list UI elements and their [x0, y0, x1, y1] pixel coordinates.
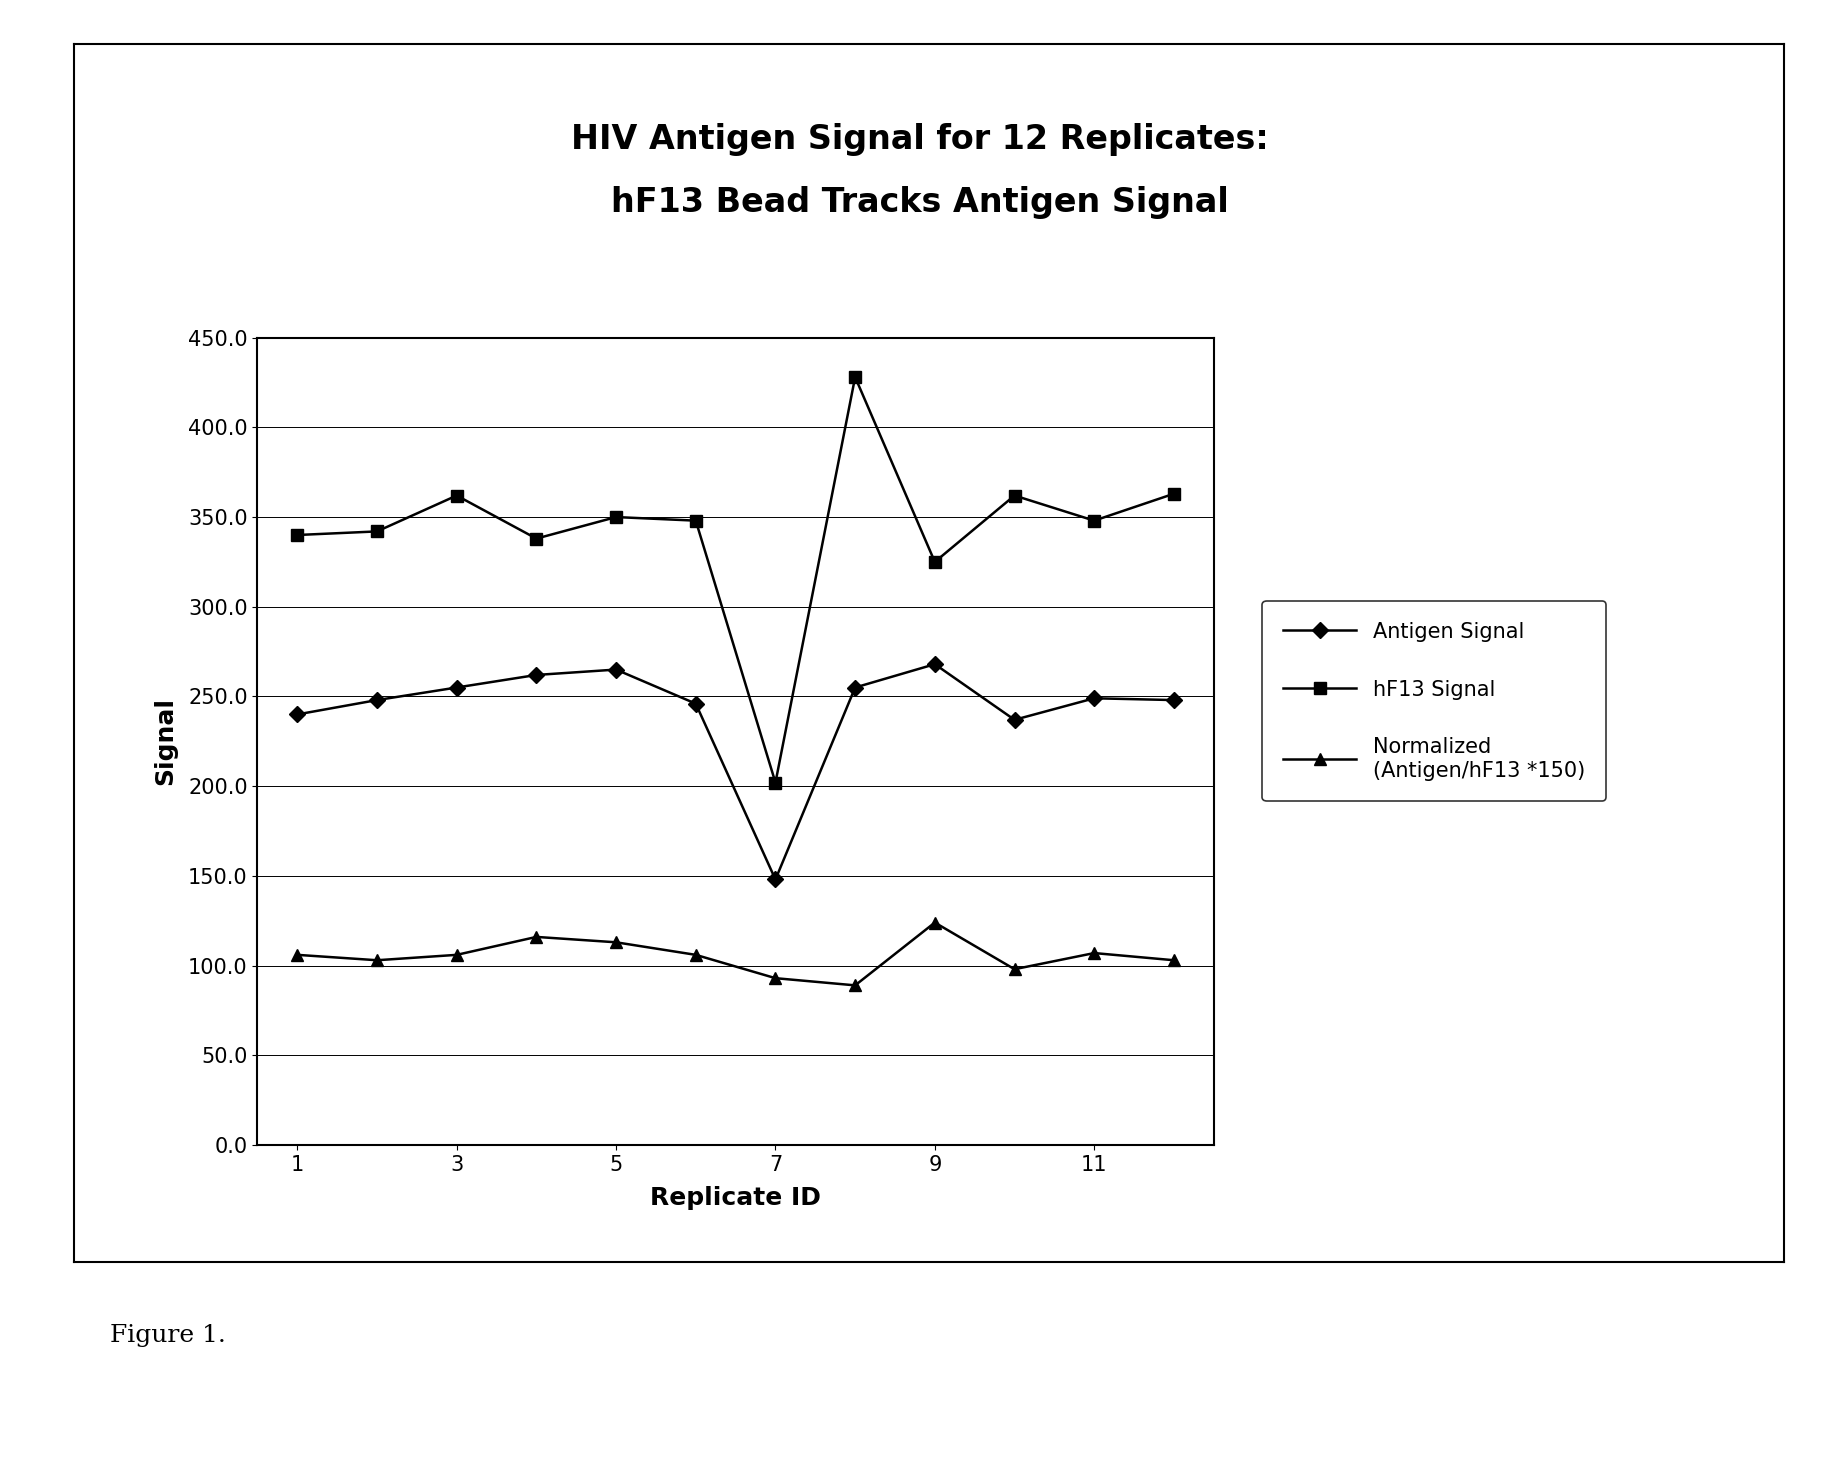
Antigen Signal: [605, 661, 627, 678]
Normalized
(Antigen/hF13 *150): [765, 969, 787, 986]
Normalized
(Antigen/hF13 *150): [605, 934, 627, 951]
Antigen Signal: [1083, 690, 1105, 708]
hF13 Signal: [1162, 484, 1184, 502]
Line: Normalized
(Antigen/hF13 *150): Normalized (Antigen/hF13 *150): [292, 918, 1179, 991]
Antigen Signal: [1162, 691, 1184, 709]
Antigen Signal: [684, 694, 706, 712]
Text: HIV Antigen Signal for 12 Replicates:: HIV Antigen Signal for 12 Replicates:: [570, 123, 1269, 156]
hF13 Signal: [605, 508, 627, 526]
Text: Figure 1.: Figure 1.: [110, 1324, 226, 1348]
Antigen Signal: [526, 666, 548, 684]
Normalized
(Antigen/hF13 *150): [684, 945, 706, 963]
Line: hF13 Signal: hF13 Signal: [292, 371, 1179, 788]
hF13 Signal: [1004, 487, 1026, 505]
hF13 Signal: [923, 553, 945, 571]
X-axis label: Replicate ID: Replicate ID: [651, 1186, 820, 1210]
Normalized
(Antigen/hF13 *150): [844, 976, 866, 994]
hF13 Signal: [844, 368, 866, 386]
hF13 Signal: [445, 487, 467, 505]
Antigen Signal: [366, 691, 388, 709]
hF13 Signal: [287, 526, 309, 543]
Antigen Signal: [765, 871, 787, 888]
Y-axis label: Signal: Signal: [153, 697, 177, 785]
Line: Antigen Signal: Antigen Signal: [292, 659, 1179, 885]
hF13 Signal: [366, 523, 388, 540]
Normalized
(Antigen/hF13 *150): [366, 951, 388, 969]
Antigen Signal: [923, 655, 945, 672]
Normalized
(Antigen/hF13 *150): [1083, 944, 1105, 962]
Normalized
(Antigen/hF13 *150): [923, 913, 945, 931]
Normalized
(Antigen/hF13 *150): [445, 945, 467, 963]
Antigen Signal: [287, 706, 309, 724]
Normalized
(Antigen/hF13 *150): [1162, 951, 1184, 969]
Legend: Antigen Signal, hF13 Signal, Normalized
(Antigen/hF13 *150): Antigen Signal, hF13 Signal, Normalized …: [1262, 600, 1605, 802]
hF13 Signal: [684, 512, 706, 530]
hF13 Signal: [1083, 512, 1105, 530]
Text: hF13 Bead Tracks Antigen Signal: hF13 Bead Tracks Antigen Signal: [611, 186, 1228, 219]
Normalized
(Antigen/hF13 *150): [287, 945, 309, 963]
Antigen Signal: [445, 678, 467, 696]
hF13 Signal: [526, 530, 548, 548]
Antigen Signal: [1004, 711, 1026, 728]
Normalized
(Antigen/hF13 *150): [1004, 960, 1026, 978]
Normalized
(Antigen/hF13 *150): [526, 928, 548, 945]
hF13 Signal: [765, 774, 787, 791]
Antigen Signal: [844, 678, 866, 696]
